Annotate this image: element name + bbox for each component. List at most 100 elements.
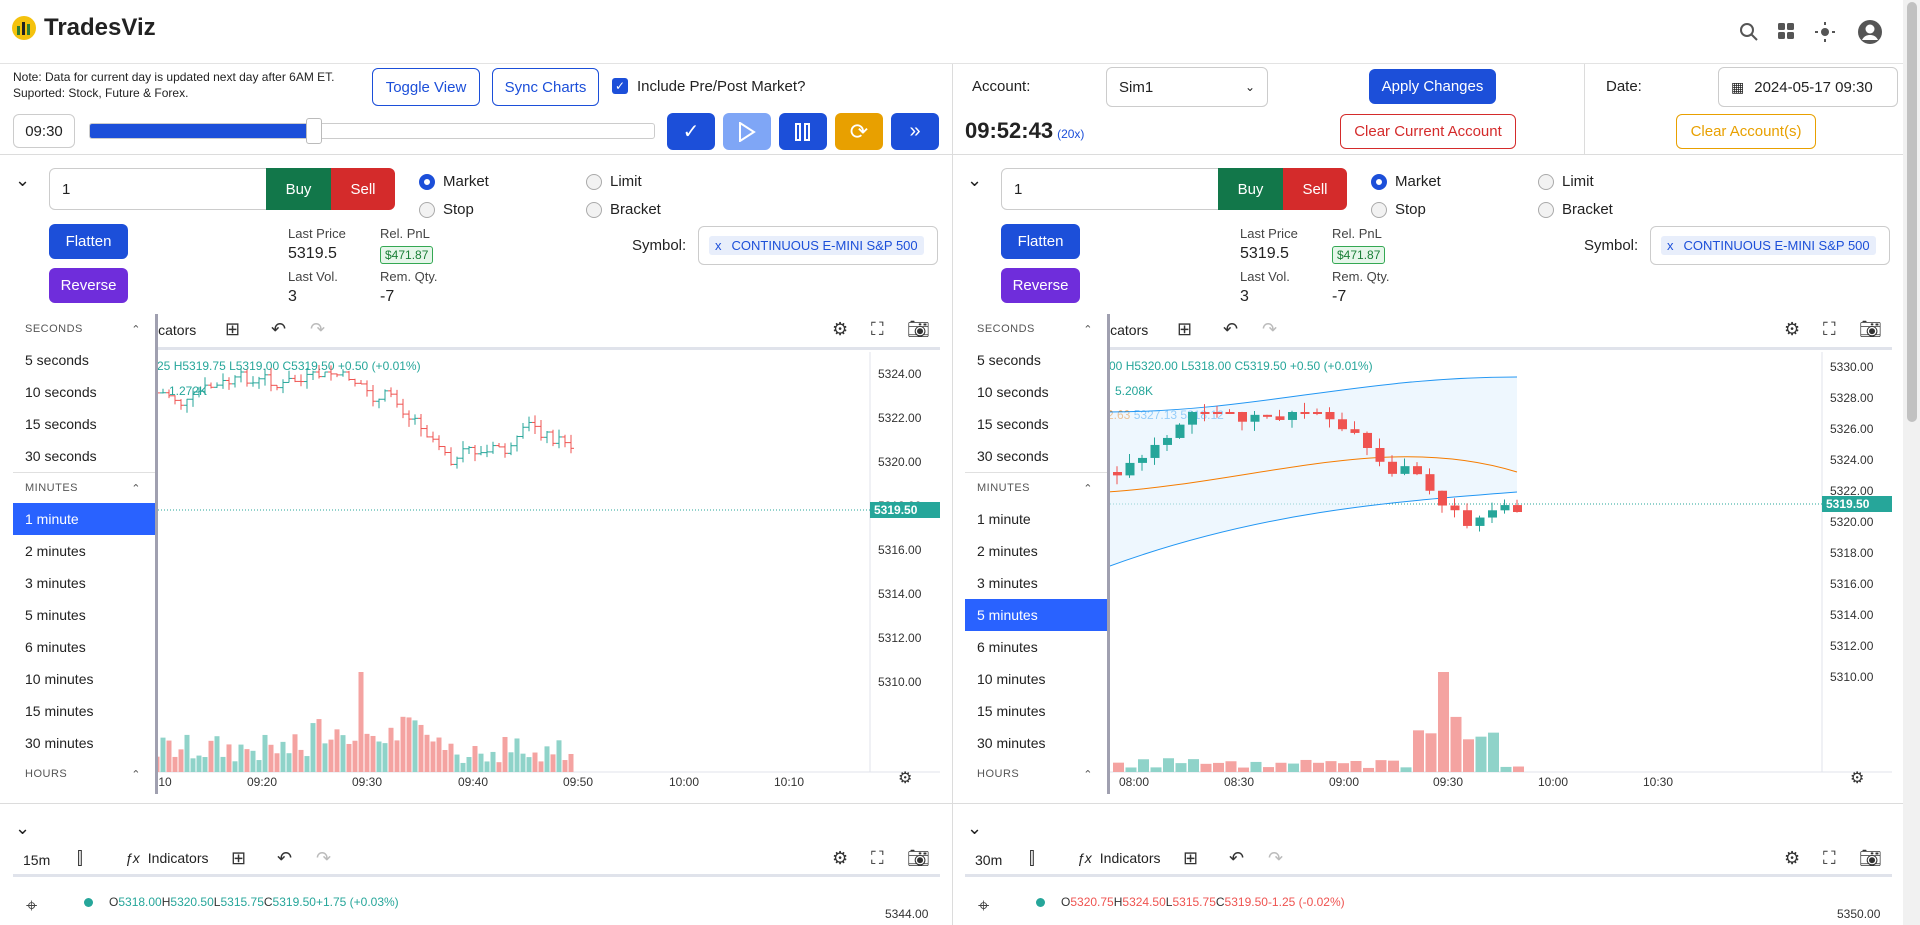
interval-option[interactable]: 15 minutes [977, 703, 1046, 719]
undo-icon[interactable]: ↶ [1223, 319, 1239, 339]
interval-button[interactable]: 15m [23, 852, 51, 868]
chart-settings-gear-icon[interactable]: ⚙ [1850, 770, 1865, 787]
fullscreen-icon[interactable]: ⛶ [1823, 319, 1836, 339]
interval-option[interactable]: 30 minutes [25, 735, 94, 751]
gear-icon[interactable]: ⚙ [1784, 319, 1801, 339]
chart-canvas[interactable]: 5324.005322.005320.005318.005316.005314.… [155, 352, 940, 792]
interval-option[interactable]: 5 minutes [965, 599, 1107, 631]
interval-option[interactable]: 3 minutes [977, 575, 1038, 591]
bracket-radio[interactable]: Bracket [586, 201, 661, 218]
search-icon[interactable] [1739, 22, 1759, 42]
reverse-button[interactable]: Reverse [49, 268, 128, 303]
flatten-button[interactable]: Flatten [1001, 224, 1080, 259]
sync-charts-button[interactable]: Sync Charts [492, 68, 599, 106]
menu-section-seconds[interactable]: SECONDS ⌃ [25, 323, 141, 336]
layout-grid-icon[interactable]: ⊞ [1183, 848, 1199, 868]
sell-button[interactable]: Sell [331, 168, 395, 210]
redo-icon[interactable]: ↷ [1262, 319, 1278, 339]
price-chart[interactable]: 5330.00 5328.00 5326.00 5324.00 5322.00 5320.… [1107, 352, 1892, 792]
gear-icon[interactable]: ⚙ [832, 319, 849, 339]
candle-type-icon[interactable]: ⫿ [1029, 848, 1035, 868]
fullscreen-icon[interactable]: ⛶ [871, 319, 884, 339]
interval-menu[interactable]: SECONDS ⌃ 5 seconds 10 seconds 15 seconds 30… [13, 314, 158, 794]
limit-radio[interactable]: Limit [1538, 173, 1594, 190]
confirm-button[interactable]: ✓ [667, 113, 715, 150]
app-logo[interactable]: TradesViz [10, 14, 156, 42]
undo-icon[interactable]: ↶ [1229, 848, 1245, 868]
redo-icon[interactable]: ↷ [1268, 848, 1284, 868]
include-prepost-checkbox[interactable]: ✓ [612, 78, 628, 94]
camera-icon[interactable]: 📷︎ [907, 848, 930, 868]
symbol-chip[interactable]: x CONTINUOUS E-MINI S&P 500 [709, 236, 924, 255]
undo-icon[interactable]: ↶ [277, 848, 293, 868]
camera-icon[interactable]: 📷︎ [1859, 319, 1882, 339]
interval-option[interactable]: 15 seconds [977, 416, 1049, 432]
quantity-input[interactable]: 1 [49, 168, 267, 210]
apps-grid-icon[interactable] [1777, 22, 1795, 40]
close-icon[interactable]: x [1667, 238, 1674, 253]
interval-menu[interactable]: SECONDS ⌃ 5 seconds 10 seconds 15 seconds 30… [965, 314, 1110, 794]
layout-grid-icon[interactable]: ⊞ [1177, 319, 1193, 339]
clear-accounts-button[interactable]: Clear Account(s) [1676, 114, 1816, 149]
menu-section-hours[interactable]: HOURS ⌃ [25, 768, 141, 781]
date-picker[interactable]: ▦ 2024-05-17 09:30 [1718, 67, 1898, 107]
interval-button[interactable]: 30m [975, 852, 1003, 868]
redo-icon[interactable]: ↷ [310, 319, 326, 339]
gear-icon[interactable]: ⚙ [1784, 848, 1801, 868]
menu-section-hours[interactable]: HOURS ⌃ [977, 768, 1093, 781]
interval-option[interactable]: 1 minute [13, 503, 155, 535]
interval-option[interactable]: 1 minute [977, 511, 1031, 527]
buy-button[interactable]: Buy [266, 168, 331, 210]
quantity-input[interactable]: 1 [1001, 168, 1219, 210]
reverse-button[interactable]: Reverse [1001, 268, 1080, 303]
stop-radio[interactable]: Stop [1371, 201, 1426, 218]
interval-option[interactable]: 15 seconds [25, 416, 97, 432]
theme-sun-icon[interactable] [1815, 22, 1835, 42]
camera-icon[interactable]: 📷︎ [907, 319, 930, 339]
user-avatar-icon[interactable] [1857, 19, 1883, 45]
play-button[interactable] [723, 113, 771, 150]
time-input[interactable]: 09:30 [13, 114, 75, 148]
indicators-button[interactable]: ƒx Indicators [1077, 850, 1161, 866]
collapse-chevron-icon[interactable]: ⌄ [15, 818, 31, 838]
buy-button[interactable]: Buy [1218, 168, 1283, 210]
stop-radio[interactable]: Stop [419, 201, 474, 218]
candle-type-icon[interactable]: ⫿ [77, 848, 83, 868]
chart-settings-gear-icon[interactable]: ⚙ [898, 770, 913, 787]
fullscreen-icon[interactable]: ⛶ [1823, 848, 1836, 868]
layout-grid-icon[interactable]: ⊞ [231, 848, 247, 868]
menu-section-minutes[interactable]: MINUTES ⌃ [25, 482, 141, 495]
undo-icon[interactable]: ↶ [271, 319, 287, 339]
gear-icon[interactable]: ⚙ [832, 848, 849, 868]
indicators-label[interactable]: icators [155, 322, 197, 338]
interval-option[interactable]: 10 seconds [977, 384, 1049, 400]
account-select[interactable]: Sim1 ⌄ [1106, 67, 1268, 107]
layout-grid-icon[interactable]: ⊞ [225, 319, 241, 339]
menu-section-minutes[interactable]: MINUTES ⌃ [977, 482, 1093, 495]
playback-slider[interactable] [89, 123, 655, 139]
interval-option[interactable]: 5 minutes [25, 607, 86, 623]
clear-current-account-button[interactable]: Clear Current Account [1340, 114, 1516, 149]
playback-slider-thumb[interactable] [305, 118, 322, 144]
pause-button[interactable] [779, 113, 827, 150]
flatten-button[interactable]: Flatten [49, 224, 128, 259]
fullscreen-icon[interactable]: ⛶ [871, 848, 884, 868]
refresh-button[interactable]: ⟳ [835, 113, 883, 150]
market-radio[interactable]: Market [419, 173, 489, 190]
interval-option[interactable]: 10 minutes [977, 671, 1046, 687]
interval-option[interactable]: 5 seconds [977, 352, 1041, 368]
menu-section-seconds[interactable]: SECONDS ⌃ [977, 323, 1093, 336]
collapse-chevron-icon[interactable]: ⌄ [967, 818, 983, 838]
interval-option[interactable]: 6 minutes [25, 639, 86, 655]
fast-forward-button[interactable]: » [891, 113, 939, 150]
redo-icon[interactable]: ↷ [316, 848, 332, 868]
bracket-radio[interactable]: Bracket [1538, 201, 1613, 218]
interval-option[interactable]: 2 minutes [977, 543, 1038, 559]
interval-option[interactable]: 2 minutes [25, 543, 86, 559]
toggle-view-button[interactable]: Toggle View [372, 68, 480, 106]
apply-changes-button[interactable]: Apply Changes [1369, 69, 1496, 104]
close-icon[interactable]: x [715, 238, 722, 253]
scrollbar[interactable] [1903, 0, 1920, 925]
collapse-chevron-icon[interactable]: ⌄ [15, 170, 31, 190]
interval-option[interactable]: 30 minutes [977, 735, 1046, 751]
